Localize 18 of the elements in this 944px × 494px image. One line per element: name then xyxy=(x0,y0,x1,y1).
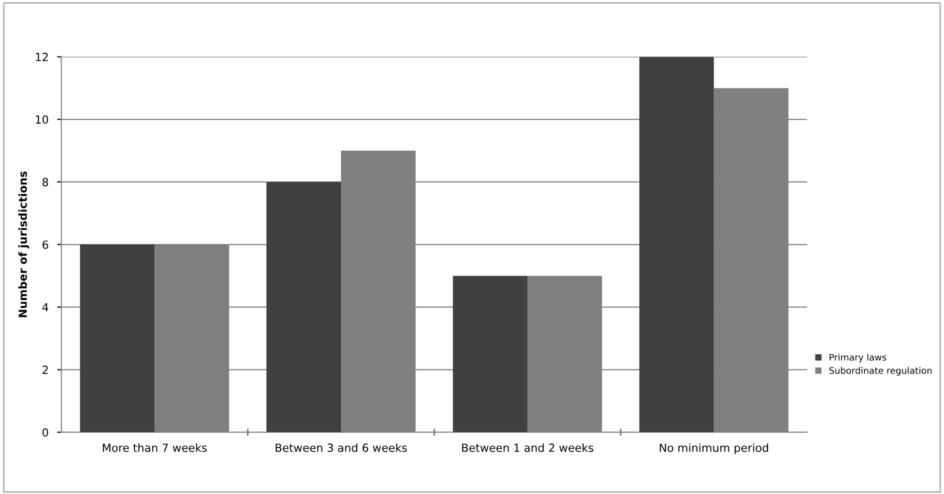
bar xyxy=(452,276,528,432)
bar xyxy=(266,182,342,432)
x-tick-label: No minimum period xyxy=(660,443,768,454)
legend-label: Subordinate regulation xyxy=(829,366,932,376)
y-tick-label: 0 xyxy=(42,428,48,437)
x-tick-label: More than 7 weeks xyxy=(102,443,207,452)
y-tick-label: 10 xyxy=(36,115,48,124)
bar xyxy=(639,56,714,432)
legend-label: Primary laws xyxy=(830,354,886,362)
y-tick-label: 4 xyxy=(42,303,48,312)
x-tick-label: Between 1 and 2 weeks xyxy=(462,443,594,452)
y-tick-label: 8 xyxy=(42,178,48,186)
bar xyxy=(80,244,155,432)
x-tick-label: Between 3 and 6 weeks xyxy=(276,443,407,452)
y-tick-label: 6 xyxy=(42,240,48,249)
y-tick-label: 2 xyxy=(42,366,48,374)
y-axis-title: Number of jurisdictions xyxy=(18,171,30,318)
y-tick-label: 12 xyxy=(36,52,48,62)
